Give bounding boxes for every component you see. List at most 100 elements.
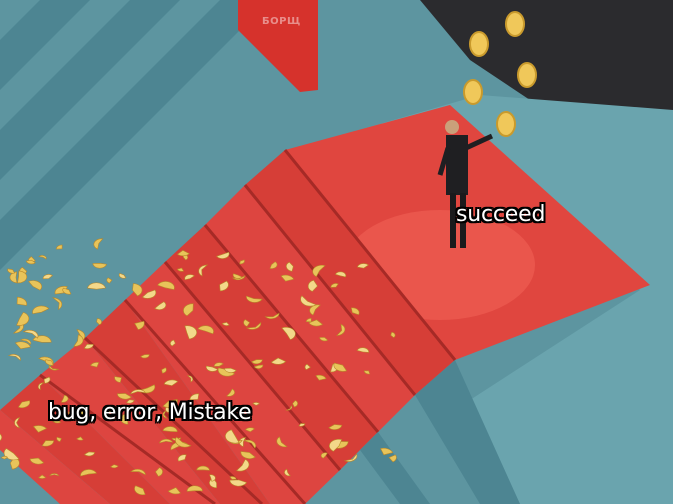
coin-shard [304, 363, 311, 370]
coin-shard [162, 399, 178, 408]
coin-shard [7, 268, 15, 274]
coin-shard [176, 250, 190, 257]
coin-shard [92, 262, 107, 269]
coin-shard [9, 271, 18, 284]
coin-shard [270, 357, 287, 365]
coin-shard [7, 354, 21, 361]
coin-shard [251, 359, 263, 365]
caption-failure: bug, error, Mistake [48, 400, 252, 425]
coin-shard [93, 238, 104, 250]
coin-shard [14, 341, 31, 350]
coin-shard [110, 464, 119, 469]
coin-shard [162, 426, 178, 433]
coin-shard [183, 303, 194, 317]
coin-shard [285, 405, 293, 411]
coin-shard [51, 416, 62, 424]
coin-shard [130, 468, 146, 476]
coin-shard [253, 364, 264, 369]
coin-shard [380, 447, 394, 456]
coin-shard [276, 436, 288, 448]
coin-shard [388, 454, 397, 463]
coin-shard [106, 277, 113, 284]
coin-shard [41, 440, 55, 447]
coin-shard [83, 343, 94, 349]
coin-shard [307, 279, 318, 292]
lower-teal-stairs [360, 360, 520, 504]
coin-shard [189, 393, 200, 401]
coin-shard [224, 367, 237, 373]
coin-shard [120, 413, 130, 425]
coin-shard [29, 457, 45, 465]
coin-shard [52, 297, 63, 311]
coin-shard [216, 251, 230, 259]
coin-shard [83, 451, 95, 457]
coin-shard [196, 465, 210, 471]
coin-shard [0, 433, 2, 441]
coin-shard [38, 255, 47, 260]
coin-shard [0, 456, 9, 460]
coin-shard [130, 389, 147, 395]
coin-shard [269, 261, 278, 269]
coin-shard [184, 325, 197, 340]
coin-shard [19, 338, 32, 345]
coin-shard [309, 304, 321, 316]
coin-shard [32, 305, 50, 315]
coin-shard [329, 439, 343, 452]
coin-shard [328, 424, 343, 430]
coin-shard [198, 264, 209, 277]
coin-shard [87, 282, 106, 290]
coin-shard [245, 427, 255, 433]
coin-shard [221, 321, 230, 326]
coin-shard [73, 334, 84, 347]
coin-shard [90, 362, 100, 368]
coin-shard [264, 312, 280, 319]
coin-shard [209, 474, 216, 482]
coin-shard [158, 438, 174, 444]
coin-shard [17, 400, 31, 408]
coin-shard [125, 399, 135, 404]
coin-shard [176, 267, 185, 272]
coin-shard [49, 473, 60, 477]
coin-shard [56, 244, 63, 250]
coin-shard [114, 376, 122, 383]
coin-shard [56, 436, 62, 442]
coin-shard [202, 409, 212, 417]
coin-shard [350, 307, 360, 316]
coin-shard [60, 394, 69, 403]
coin-shard [177, 454, 187, 462]
coin-shard [16, 312, 30, 326]
coin-shard [62, 287, 72, 295]
coin-shard [219, 280, 229, 292]
coin-shard [205, 365, 219, 372]
coin-shard [330, 283, 339, 288]
coin-shard [186, 485, 203, 492]
coin-shard [161, 367, 167, 374]
watermark: БОРЩ [262, 16, 301, 27]
coin-shard [363, 370, 371, 375]
coin-shard [45, 359, 54, 366]
coin-shard [356, 263, 369, 269]
coin-shard [229, 479, 248, 487]
coin-shard [132, 283, 143, 297]
coin-shard [68, 411, 73, 416]
coin-shard [280, 274, 295, 282]
whole-coins [463, 11, 537, 137]
coin-shard [22, 329, 39, 339]
coin-shard [298, 423, 306, 427]
broken-coins [0, 238, 397, 495]
coin-shard [163, 379, 179, 386]
coin-shard [184, 274, 195, 281]
coin-shard [308, 319, 324, 327]
coin-shard [284, 468, 291, 477]
coin-shard [197, 325, 214, 335]
caption-succeed: succeed [456, 202, 546, 227]
coin-shard [225, 429, 240, 444]
coin-shard [231, 275, 246, 281]
businessman-figure [437, 120, 494, 248]
coin-shard [42, 274, 54, 280]
coin-shard [140, 354, 150, 359]
coin-shard [48, 364, 60, 371]
coin-shard [116, 393, 132, 400]
